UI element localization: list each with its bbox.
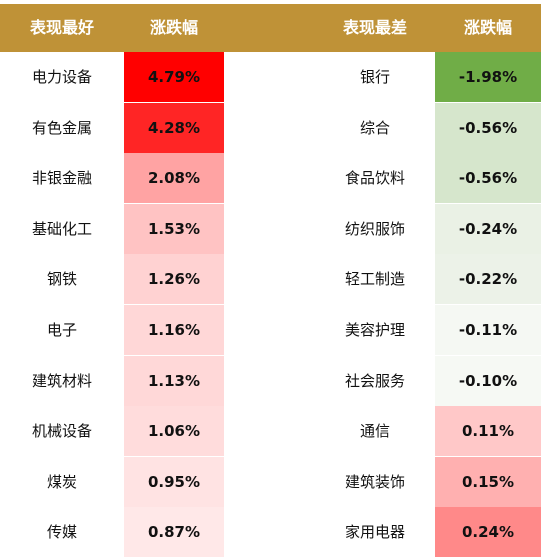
best-sector-change: 1.53%	[124, 203, 224, 254]
table-row: 基础化工 1.53% 纺织服饰 -0.24%	[0, 203, 541, 254]
worst-sector-change: -1.98%	[435, 52, 541, 102]
best-sector-name: 非银金融	[31, 169, 92, 188]
best-sector-change: 4.79%	[124, 52, 224, 102]
table-row: 煤炭 0.95% 建筑装饰 0.15%	[0, 456, 541, 507]
worst-sector-name: 综合	[359, 118, 390, 137]
table-row: 电力设备 4.79% 银行 -1.98%	[0, 52, 541, 102]
worst-sector-name: 纺织服饰	[344, 219, 405, 238]
best-sector-change: 0.87%	[124, 507, 224, 558]
table-row: 建筑材料 1.13% 社会服务 -0.10%	[0, 355, 541, 406]
best-sector-change: 1.26%	[124, 254, 224, 305]
worst-sector-change: 0.15%	[435, 456, 541, 507]
worst-sector-name: 社会服务	[344, 371, 405, 390]
table-row: 钢铁 1.26% 轻工制造 -0.22%	[0, 254, 541, 305]
header-change-best: 涨跌幅	[149, 18, 198, 37]
table-row: 机械设备 1.06% 通信 0.11%	[0, 406, 541, 457]
best-sector-change: 0.95%	[124, 456, 224, 507]
best-sector-name: 有色金属	[31, 118, 92, 137]
table-header: 表现最好 涨跌幅 表现最差 涨跌幅	[0, 4, 541, 52]
header-best: 表现最好	[29, 18, 94, 37]
table-row: 电子 1.16% 美容护理 -0.11%	[0, 305, 541, 355]
best-sector-change: 1.06%	[124, 406, 224, 457]
worst-sector-name: 银行	[359, 68, 390, 86]
worst-sector-change: -0.56%	[435, 153, 541, 204]
worst-sector-change: -0.24%	[435, 203, 541, 254]
worst-sector-name: 食品饮料	[344, 169, 405, 188]
worst-sector-name: 美容护理	[344, 321, 405, 339]
worst-sector-name: 建筑装饰	[344, 472, 405, 491]
worst-sector-change: 0.24%	[435, 507, 541, 558]
best-sector-name: 建筑材料	[31, 371, 92, 390]
worst-sector-name: 轻工制造	[344, 270, 405, 289]
best-sector-change: 4.28%	[124, 102, 224, 153]
best-sector-name: 机械设备	[31, 422, 92, 441]
best-sector-change: 2.08%	[124, 153, 224, 204]
table-row: 有色金属 4.28% 综合 -0.56%	[0, 102, 541, 153]
table-row: 非银金融 2.08% 食品饮料 -0.56%	[0, 153, 541, 204]
best-sector-name: 电子	[46, 321, 77, 339]
worst-sector-name: 通信	[359, 422, 390, 441]
worst-sector-change: 0.11%	[435, 406, 541, 457]
best-sector-name: 基础化工	[31, 219, 92, 238]
table-row: 传媒 0.87% 家用电器 0.24%	[0, 507, 541, 558]
worst-sector-name: 家用电器	[344, 523, 405, 542]
best-sector-name: 传媒	[46, 523, 77, 542]
worst-sector-change: -0.22%	[435, 254, 541, 305]
header-worst: 表现最差	[342, 18, 407, 37]
best-sector-name: 钢铁	[46, 270, 77, 289]
worst-sector-change: -0.10%	[435, 355, 541, 406]
worst-sector-change: -0.56%	[435, 102, 541, 153]
best-sector-name: 电力设备	[31, 68, 92, 86]
best-sector-change: 1.16%	[124, 305, 224, 355]
best-sector-name: 煤炭	[46, 472, 77, 491]
worst-sector-change: -0.11%	[435, 305, 541, 355]
header-change-worst: 涨跌幅	[463, 18, 512, 37]
best-sector-change: 1.13%	[124, 355, 224, 406]
